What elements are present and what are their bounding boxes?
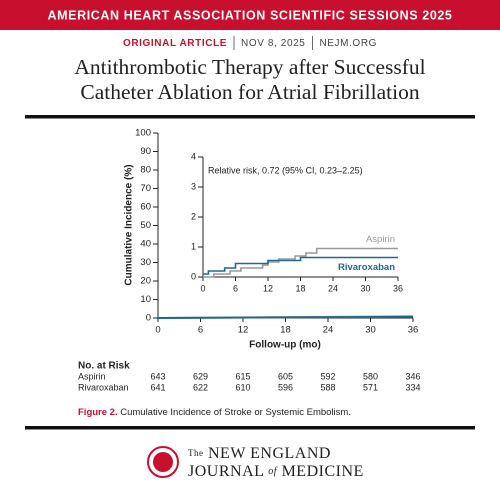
x-tick-label: 30 xyxy=(365,325,376,336)
logo-seal xyxy=(153,452,173,472)
title-line: Antithrombotic Therapy after Successful xyxy=(74,55,425,79)
risk-value: 346 xyxy=(405,371,420,381)
caption-label: Figure 2. xyxy=(78,407,118,418)
y-tick-label: 40 xyxy=(140,239,151,250)
caption-text: Cumulative Incidence of Stroke or System… xyxy=(120,407,351,418)
logo-of: of xyxy=(268,466,278,477)
logo-medicine: MEDICINE xyxy=(282,463,364,480)
logo-line1: NEW ENGLAND xyxy=(208,445,331,462)
y-tick-label: 50 xyxy=(140,220,151,231)
banner-text: AMERICAN HEART ASSOCIATION SCIENTIFIC SE… xyxy=(48,8,453,22)
y-tick-label: 60 xyxy=(140,202,151,213)
risk-value: 596 xyxy=(278,382,293,392)
y-tick-label: 90 xyxy=(140,146,151,157)
x-tick-label: 12 xyxy=(238,325,249,336)
risk-row-name: Rivaroxaban xyxy=(78,382,129,392)
x-tick-label: 36 xyxy=(408,325,419,336)
risk-table-title: No. at Risk xyxy=(78,361,130,372)
rule xyxy=(25,426,475,430)
x-tick-label: 24 xyxy=(328,283,338,293)
article-meta: ORIGINAL ARTICLE NOV 8, 2025 NEJM.ORG xyxy=(123,38,377,49)
x-tick-label: 24 xyxy=(323,325,334,336)
y-tick-label: 3 xyxy=(191,181,196,191)
y-tick-label: 30 xyxy=(140,257,151,268)
date: NOV 8, 2025 xyxy=(241,38,305,49)
risk-row-name: Aspirin xyxy=(78,371,106,381)
x-tick-label: 0 xyxy=(200,283,205,293)
annotation: Relative risk, 0.72 (95% CI, 0.23–2.25) xyxy=(208,165,363,175)
title-line: Catheter Ablation for Atrial Fibrillatio… xyxy=(80,80,419,104)
y-tick-label: 0 xyxy=(191,271,196,281)
banner xyxy=(0,0,500,30)
y-tick-label: 80 xyxy=(140,165,151,176)
y-tick-label: 100 xyxy=(135,128,151,139)
x-tick-label: 18 xyxy=(295,283,305,293)
risk-value: 643 xyxy=(150,371,165,381)
risk-value: 629 xyxy=(193,371,208,381)
x-tick-label: 0 xyxy=(155,325,160,336)
logo-seal xyxy=(147,446,179,478)
logo-text: The NEW ENGLAND xyxy=(188,445,331,462)
y-tick-label: 2 xyxy=(191,211,196,221)
logo-text: JOURNAL of MEDICINE xyxy=(188,463,364,480)
y-tick-label: 20 xyxy=(140,276,151,287)
caption: Figure 2. Cumulative Incidence of Stroke… xyxy=(78,407,351,418)
x-tick-label: 18 xyxy=(280,325,291,336)
x-tick-label: 12 xyxy=(263,283,273,293)
risk-value: 334 xyxy=(405,382,420,392)
y-axis-label: Cumulative Incidence (%) xyxy=(124,164,135,285)
risk-value: 641 xyxy=(150,382,165,392)
y-tick-label: 10 xyxy=(140,294,151,305)
series-line xyxy=(203,256,398,275)
y-tick-label: 4 xyxy=(191,151,196,161)
y-tick-label: 0 xyxy=(146,313,151,324)
risk-value: 605 xyxy=(278,371,293,381)
risk-value: 588 xyxy=(320,382,335,392)
risk-value: 610 xyxy=(235,382,250,392)
y-tick-label: 70 xyxy=(140,183,151,194)
site: NEJM.ORG xyxy=(319,38,377,49)
logo-journal: JOURNAL xyxy=(188,463,264,480)
x-tick-label: 36 xyxy=(393,283,403,293)
logo-the: The xyxy=(188,448,204,458)
legend-label: Aspirin xyxy=(366,234,395,245)
section: ORIGINAL ARTICLE xyxy=(123,38,227,49)
risk-value: 592 xyxy=(320,371,335,381)
risk-value: 615 xyxy=(235,371,250,381)
risk-value: 580 xyxy=(363,371,378,381)
x-axis-label: Follow-up (mo) xyxy=(249,340,321,351)
rule xyxy=(25,115,475,119)
risk-value: 571 xyxy=(363,382,378,392)
y-tick-label: 1 xyxy=(191,241,196,251)
x-tick-label: 30 xyxy=(360,283,370,293)
risk-value: 622 xyxy=(193,382,208,392)
legend-label: Rivaroxaban xyxy=(338,262,395,273)
x-tick-label: 6 xyxy=(233,283,238,293)
x-tick-label: 6 xyxy=(198,325,203,336)
series-line xyxy=(157,315,414,319)
